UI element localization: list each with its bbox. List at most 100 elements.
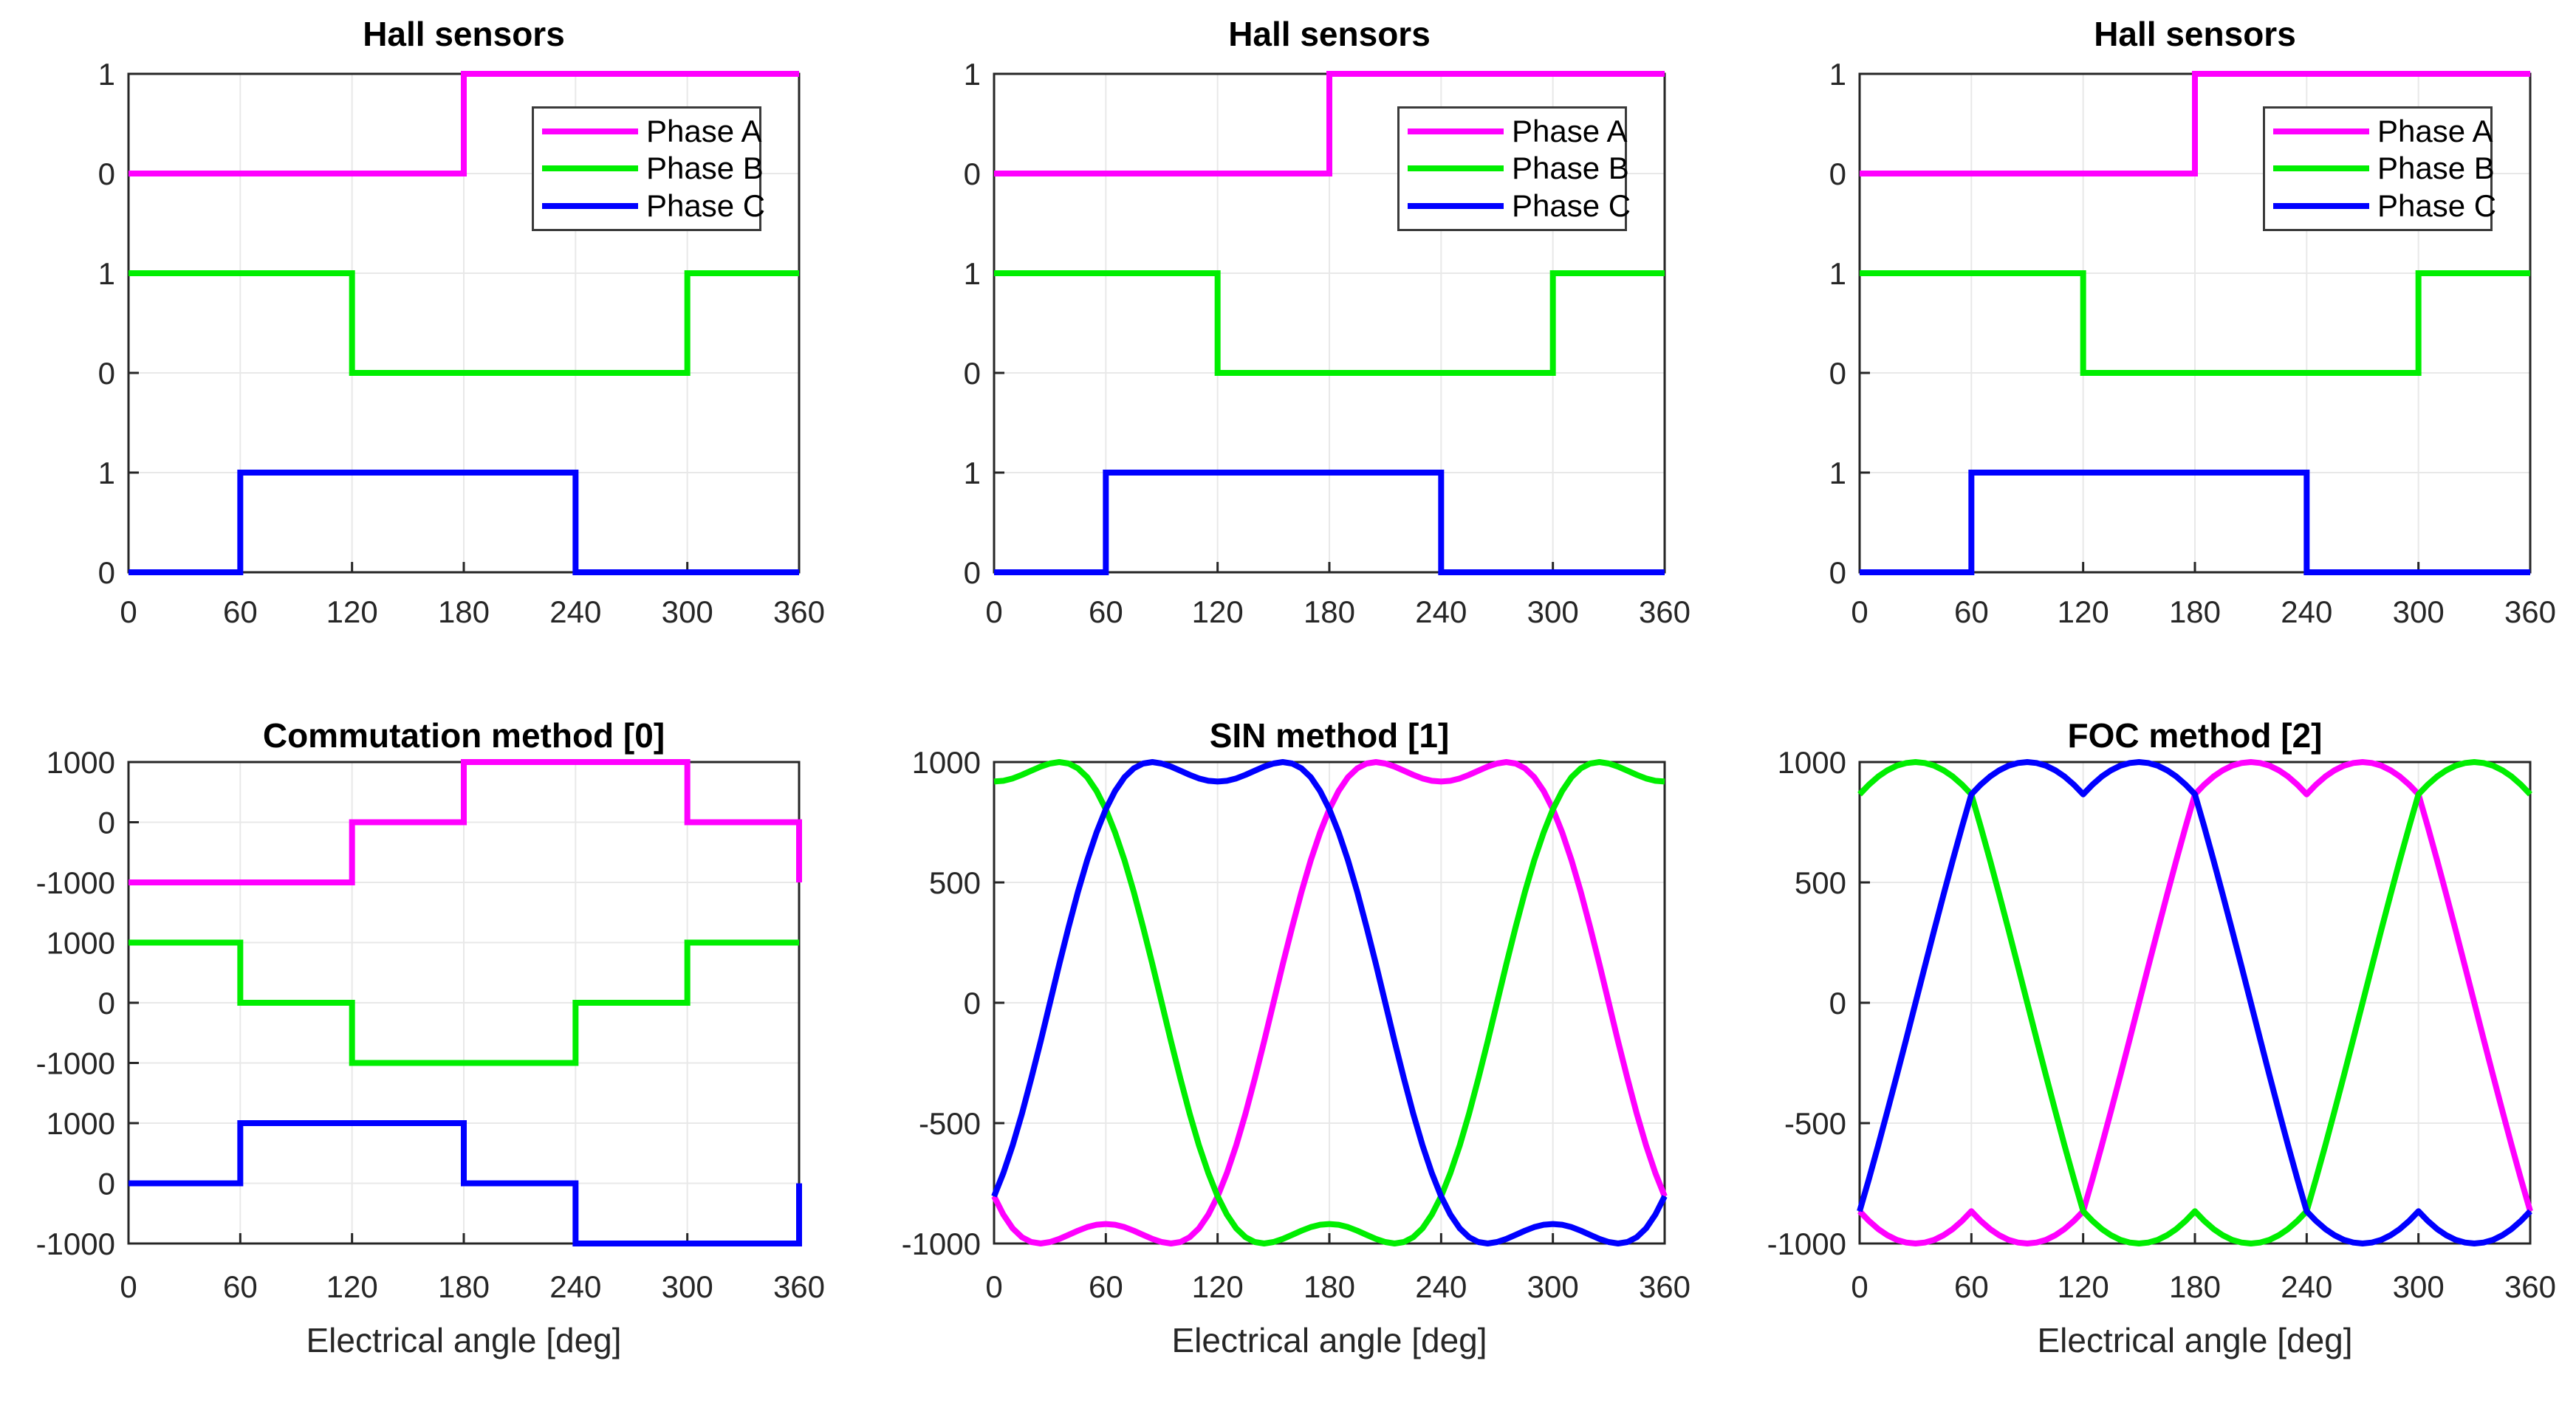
x-tick-label: 180 [1304, 1269, 1355, 1304]
plot-title: SIN method [1] [1209, 716, 1450, 755]
x-tick-label: 300 [662, 1269, 713, 1304]
x-tick-label: 0 [1851, 1269, 1868, 1304]
x-tick-label: 180 [438, 1269, 490, 1304]
plot-title: Hall sensors [2094, 15, 2296, 53]
legend-label-phase-a: Phase A [1512, 114, 1628, 148]
x-tick-label: 60 [223, 594, 258, 629]
series-phase-c [994, 470, 1665, 575]
y-tick-label: -1000 [36, 1046, 115, 1081]
x-tick-label: 180 [1304, 594, 1355, 629]
series-phase-c [1857, 759, 2532, 1246]
plot-title: Hall sensors [1228, 15, 1431, 53]
y-tick-label: 500 [929, 865, 981, 900]
x-tick-label: 240 [549, 1269, 601, 1304]
y-tick-label: 1 [98, 456, 115, 490]
x-tick-label: 360 [773, 1269, 825, 1304]
x-tick-label: 360 [773, 594, 825, 629]
y-tick-label: 0 [98, 356, 115, 391]
x-tick-label: 300 [1527, 1269, 1579, 1304]
x-tick-label: 120 [326, 594, 378, 629]
sin-method-plot-canvas: 0 60 120 180 240 300 360 1000 500 0 -500 -1000 [902, 745, 1690, 1304]
legend-swatch-phase-b [1408, 165, 1504, 171]
y-tick-label: 0 [98, 806, 115, 840]
legend-label-phase-b: Phase B [2377, 151, 2495, 185]
y-tick-label: 0 [1829, 986, 1846, 1020]
legend-swatch-phase-b [542, 165, 638, 171]
y-tick-label: 0 [964, 157, 981, 191]
legend-swatch-phase-a [2273, 128, 2369, 134]
legend-swatch-phase-b [2273, 165, 2369, 171]
subplot-hall-3: Hall sensors 0 60 120 180 240 300 360 1 0 1 0 1 0 Ph… [1731, 0, 2576, 702]
series-phase-a [129, 71, 799, 176]
x-tick-label: 240 [549, 594, 601, 629]
legend-box: Phase A Phase B Phase C [532, 106, 765, 231]
series-phase-a [129, 759, 802, 885]
hall-plot-1-canvas: 0 60 120 180 240 300 360 1 0 1 0 1 0 [98, 57, 825, 629]
y-tick-label: 1000 [47, 1106, 115, 1141]
series-phase-c [129, 1120, 802, 1246]
legend-swatch-phase-c [1408, 203, 1504, 209]
x-tick-label: 360 [1639, 594, 1690, 629]
hall-plot-3-canvas: 0 60 120 180 240 300 360 1 0 1 0 1 0 [1829, 57, 2556, 629]
foc-method-plot-canvas: 0 60 120 180 240 300 360 1000 500 0 -500 -1000 [1767, 745, 2556, 1304]
x-tick-label: 60 [1954, 594, 1989, 629]
series-phase-a [1860, 71, 2530, 176]
x-tick-label: 240 [1415, 1269, 1467, 1304]
y-tick-label: 1 [964, 256, 981, 291]
y-tick-label: 1 [964, 57, 981, 92]
x-tick-label: 0 [985, 594, 1002, 629]
x-tick-label: 300 [662, 594, 713, 629]
legend-box: Phase A Phase B Phase C [2263, 106, 2497, 231]
series-phase-b [129, 270, 799, 376]
y-tick-label: -1000 [1767, 1227, 1846, 1261]
x-tick-label: 120 [1192, 1269, 1244, 1304]
legend-swatch-phase-a [1408, 128, 1504, 134]
x-tick-label: 300 [2393, 1269, 2445, 1304]
subplot-hall-2: Hall sensors 0 60 120 180 240 300 360 1 0 1 0 1 0 Ph… [866, 0, 1724, 702]
y-tick-label: 0 [1829, 157, 1846, 191]
x-tick-label: 180 [438, 594, 490, 629]
x-axis-label: Electrical angle [deg] [1171, 1321, 1487, 1359]
x-tick-label: 300 [2393, 594, 2445, 629]
x-tick-label: 60 [1954, 1269, 1989, 1304]
x-axis-label: Electrical angle [deg] [306, 1321, 622, 1359]
x-tick-label: 0 [120, 594, 137, 629]
y-tick-label: 1000 [1778, 745, 1846, 780]
series-phase-c [991, 759, 1668, 1246]
legend-label-phase-b: Phase B [646, 151, 764, 185]
plot-title: Hall sensors [363, 15, 565, 53]
x-tick-label: 360 [2504, 594, 2556, 629]
x-tick-label: 240 [2281, 1269, 2332, 1304]
x-tick-label: 240 [1415, 594, 1467, 629]
x-tick-label: 120 [326, 1269, 378, 1304]
x-tick-label: 120 [2058, 1269, 2109, 1304]
plot-title: Commutation method [0] [262, 716, 665, 755]
x-tick-label: 0 [985, 1269, 1002, 1304]
x-tick-label: 300 [1527, 594, 1579, 629]
y-tick-label: 0 [98, 157, 115, 191]
x-tick-label: 240 [2281, 594, 2332, 629]
legend-box: Phase A Phase B Phase C [1397, 106, 1631, 231]
series-phase-a [994, 71, 1665, 176]
y-tick-label: 1 [1829, 57, 1846, 92]
legend-label-phase-c: Phase C [2377, 188, 2497, 223]
y-tick-label: 0 [98, 1167, 115, 1201]
legend-label-phase-c: Phase C [1512, 188, 1631, 223]
y-tick-label: -1000 [36, 1227, 115, 1261]
x-tick-label: 0 [1851, 594, 1868, 629]
y-tick-label: 1000 [47, 926, 115, 961]
legend-label-phase-a: Phase A [646, 114, 762, 148]
x-tick-label: 120 [1192, 594, 1244, 629]
x-tick-label: 120 [2058, 594, 2109, 629]
x-tick-label: 360 [2504, 1269, 2556, 1304]
series-phase-c [1860, 470, 2530, 575]
series-phase-b [129, 939, 799, 1066]
y-tick-label: 0 [98, 986, 115, 1020]
y-tick-label: -500 [919, 1106, 981, 1141]
y-tick-label: 1000 [912, 745, 981, 780]
commutation-plot-canvas: 0 60 120 180 240 300 36010000-100010000-100010… [36, 745, 825, 1304]
y-tick-label: 1 [964, 456, 981, 490]
x-tick-label: 180 [2169, 1269, 2221, 1304]
legend-label-phase-b: Phase B [1512, 151, 1629, 185]
